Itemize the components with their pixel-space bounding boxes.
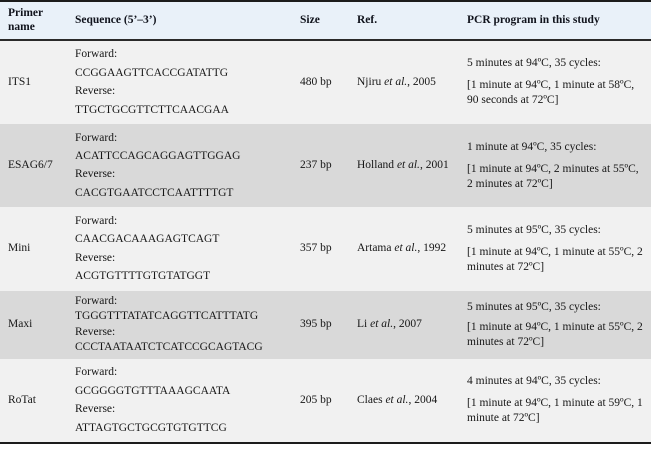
sequence-cell: Forward: TGGGTTTATATCAGGTTCATTTATG Rever… bbox=[67, 291, 292, 359]
size-cell: 357 bp bbox=[300, 242, 332, 255]
ref-cell: Li et al., 2007 bbox=[349, 291, 459, 359]
table-row-rotat: RoTat Forward: GCGGGGTGTTTAAAGCAATA Reve… bbox=[0, 358, 651, 443]
forward-label: Forward: bbox=[75, 366, 118, 379]
reverse-label: Reverse: bbox=[75, 403, 116, 416]
ref-cell: Claes et al., 2004 bbox=[349, 359, 459, 443]
ref-author: Holland bbox=[357, 159, 395, 172]
reverse-label: Reverse: bbox=[75, 325, 116, 338]
header-ref: Ref. bbox=[349, 1, 459, 41]
pcr-intro: 5 minutes at 95ºC, 35 cycles: bbox=[467, 223, 601, 236]
pcr-program-cell: 5 minutes at 94ºC, 35 cycles: [1 minute … bbox=[459, 40, 651, 124]
reverse-label: Reverse: bbox=[75, 85, 116, 98]
ref-author: Artama bbox=[357, 242, 392, 255]
primer-name-cell: RoTat bbox=[8, 393, 36, 406]
header-pcr-program: PCR program in this study bbox=[459, 1, 651, 41]
table-header: Primer name Sequence (5’–3’) Size Ref. P… bbox=[0, 1, 651, 41]
forward-label: Forward: bbox=[75, 214, 118, 227]
pcr-program-cell: 4 minutes at 94ºC, 35 cycles: [1 minute … bbox=[459, 359, 651, 443]
header-size: Size bbox=[292, 1, 349, 41]
sequence-cell: Forward: CCGGAAGTTCACCGATATTG Reverse: T… bbox=[67, 40, 292, 124]
pcr-detail: [1 minute at 94ºC, 1 minute at 55ºC, 2 m… bbox=[467, 320, 643, 348]
reverse-label: Reverse: bbox=[75, 251, 116, 264]
pcr-detail: [1 minute at 94ºC, 1 minute at 58ºC, 90 … bbox=[467, 79, 635, 107]
ref-cell: Njiru et al., 2005 bbox=[349, 40, 459, 124]
forward-sequence: CCGGAAGTTCACCGATATTG bbox=[75, 66, 229, 79]
table-row-esag67: ESAG6/7 Forward: ACATTCCAGCAGGAGTTGGAG R… bbox=[0, 124, 651, 208]
reverse-sequence: ATTAGTGCTGCGTGTGTTCG bbox=[75, 421, 227, 434]
reverse-sequence: CCCTAATAATCTCATCCGCAGTACG bbox=[75, 341, 263, 354]
pcr-intro: 4 minutes at 94ºC, 35 cycles: bbox=[467, 375, 601, 388]
reverse-sequence: ACGTGTTTTGTGTATGGT bbox=[75, 270, 211, 283]
table-row-mini: Mini Forward: CAACGACAAAGAGTCAGT Reverse… bbox=[0, 207, 651, 291]
forward-label: Forward: bbox=[75, 48, 118, 61]
header-primer-name: Primer name bbox=[0, 1, 67, 41]
primer-name-cell: ITS1 bbox=[8, 75, 31, 88]
forward-sequence: GCGGGGTGTTTAAAGCAATA bbox=[75, 384, 231, 397]
table-row-its1: ITS1 Forward: CCGGAAGTTCACCGATATTG Rever… bbox=[0, 39, 651, 124]
forward-sequence: ACATTCCAGCAGGAGTTGGAG bbox=[75, 149, 241, 162]
ref-year: , 1992 bbox=[417, 242, 447, 255]
reverse-sequence: CACGTGAATCCTCAATTTTGT bbox=[75, 186, 234, 199]
forward-label: Forward: bbox=[75, 295, 118, 307]
size-cell: 237 bp bbox=[300, 159, 332, 172]
ref-year: , 2007 bbox=[393, 318, 422, 331]
size-cell: 205 bp bbox=[300, 393, 332, 406]
header-row: Primer name Sequence (5’–3’) Size Ref. P… bbox=[0, 1, 651, 41]
sequence-cell: Forward: GCGGGGTGTTTAAAGCAATA Reverse: A… bbox=[67, 359, 292, 443]
ref-cell: Artama et al., 1992 bbox=[349, 207, 459, 290]
ref-author: Claes bbox=[357, 393, 383, 406]
sequence-cell: Forward: CAACGACAAAGAGTCAGT Reverse: ACG… bbox=[67, 207, 292, 290]
forward-label: Forward: bbox=[75, 131, 118, 144]
size-cell: 480 bp bbox=[300, 75, 332, 88]
primer-name-cell: Maxi bbox=[8, 318, 33, 331]
pcr-detail: [1 minute at 94ºC, 2 minutes at 55ºC, 2 … bbox=[467, 162, 639, 190]
table-body: ITS1 Forward: CCGGAAGTTCACCGATATTG Rever… bbox=[0, 39, 651, 443]
primer-name-cell: ESAG6/7 bbox=[8, 159, 53, 172]
header-sequence: Sequence (5’–3’) bbox=[67, 1, 292, 41]
ref-year: , 2001 bbox=[419, 159, 449, 172]
forward-sequence: TGGGTTTATATCAGGTTCATTTATG bbox=[75, 310, 259, 323]
forward-sequence: CAACGACAAAGAGTCAGT bbox=[75, 233, 220, 246]
pcr-program-cell: 1 minute at 94ºC, 35 cycles: [1 minute a… bbox=[459, 124, 651, 207]
ref-year: , 2005 bbox=[407, 75, 436, 88]
primer-name-cell: Mini bbox=[8, 242, 31, 255]
pcr-intro: 5 minutes at 95ºC, 35 cycles: bbox=[467, 300, 601, 313]
pcr-detail: [1 minute at 94ºC, 1 minute at 59ºC, 1 m… bbox=[467, 397, 643, 425]
pcr-detail: [1 minute at 94ºC, 1 minute at 55ºC, 2 m… bbox=[467, 245, 643, 273]
ref-etal: et al. bbox=[384, 75, 408, 88]
table-row-maxi: Maxi Forward: TGGGTTTATATCAGGTTCATTTATG … bbox=[0, 290, 651, 359]
ref-year: , 2004 bbox=[408, 393, 438, 406]
sequence-cell: Forward: ACATTCCAGCAGGAGTTGGAG Reverse: … bbox=[67, 124, 292, 207]
ref-author: Njiru bbox=[357, 75, 382, 88]
ref-author: Li bbox=[357, 318, 368, 331]
reverse-sequence: TTGCTGCGTTCTTCAACGAA bbox=[75, 103, 229, 116]
size-cell: 395 bp bbox=[300, 318, 332, 331]
ref-etal: et al. bbox=[396, 159, 420, 172]
pcr-program-cell: 5 minutes at 95ºC, 35 cycles: [1 minute … bbox=[459, 291, 651, 359]
reverse-label: Reverse: bbox=[75, 168, 116, 181]
ref-cell: Holland et al., 2001 bbox=[349, 124, 459, 207]
pcr-intro: 1 minute at 94ºC, 35 cycles: bbox=[467, 140, 597, 153]
ref-etal: et al. bbox=[394, 242, 418, 255]
ref-etal: et al. bbox=[385, 393, 409, 406]
ref-etal: et al. bbox=[370, 318, 394, 331]
pcr-intro: 5 minutes at 94ºC, 35 cycles: bbox=[467, 57, 601, 70]
pcr-program-cell: 5 minutes at 95ºC, 35 cycles: [1 minute … bbox=[459, 207, 651, 290]
